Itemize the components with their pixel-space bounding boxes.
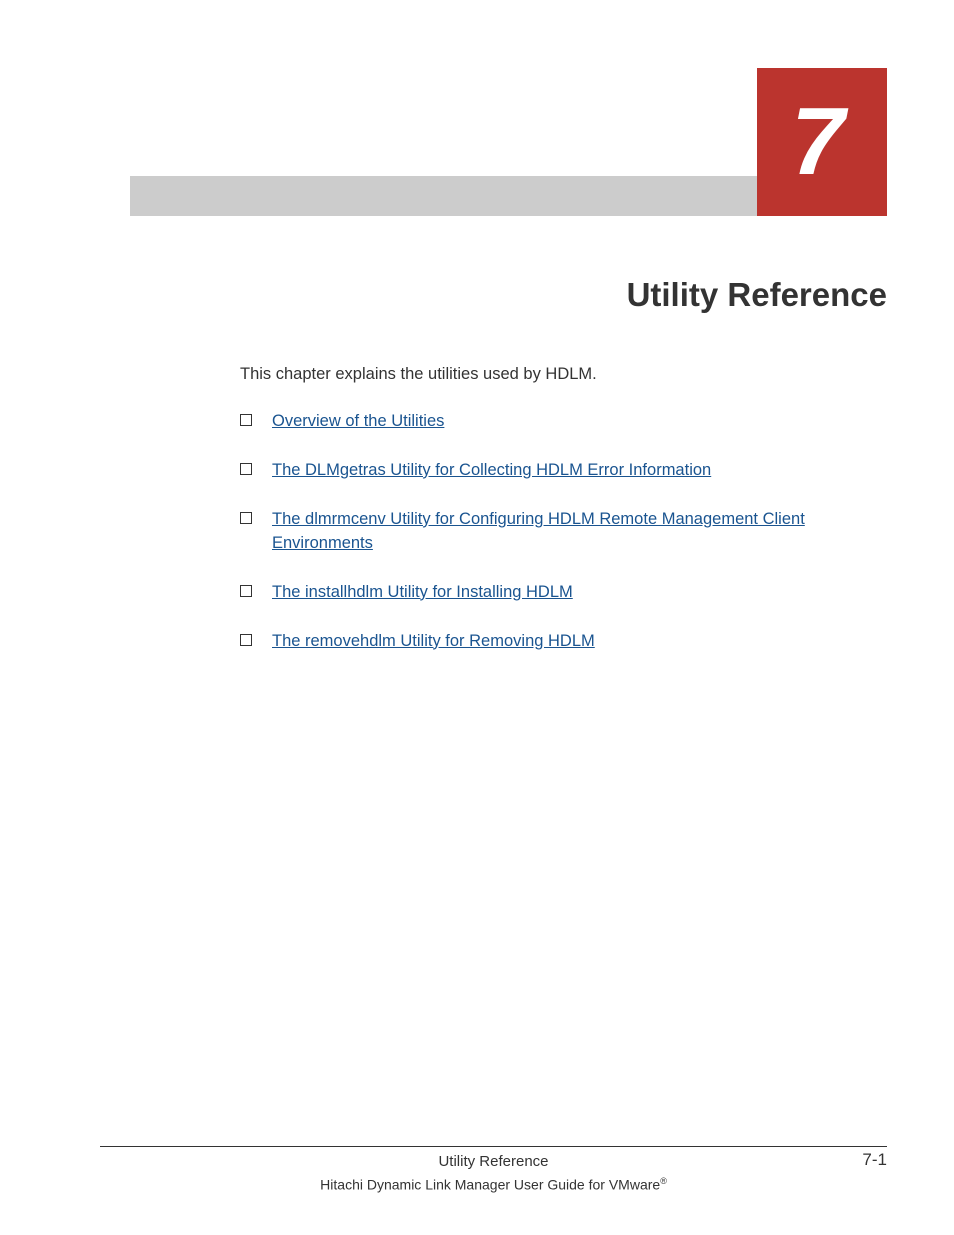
registered-trademark-icon: ® bbox=[660, 1176, 667, 1186]
checkbox-bullet-icon bbox=[240, 634, 252, 646]
footer-book-title-text: Hitachi Dynamic Link Manager User Guide … bbox=[320, 1177, 660, 1193]
checkbox-bullet-icon bbox=[240, 414, 252, 426]
toc-item: The DLMgetras Utility for Collecting HDL… bbox=[240, 459, 869, 483]
toc-list: Overview of the Utilities The DLMgetras … bbox=[240, 410, 869, 679]
toc-item: The dlmrmcenv Utility for Configuring HD… bbox=[240, 508, 869, 556]
footer-page-number: 7-1 bbox=[862, 1150, 887, 1170]
header-band bbox=[130, 176, 757, 216]
chapter-title: Utility Reference bbox=[627, 276, 887, 314]
toc-link-installhdlm[interactable]: The installhdlm Utility for Installing H… bbox=[272, 581, 573, 605]
chapter-number-box: 7 bbox=[757, 68, 887, 216]
toc-link-overview[interactable]: Overview of the Utilities bbox=[272, 410, 444, 434]
toc-link-removehdlm[interactable]: The removehdlm Utility for Removing HDLM bbox=[272, 630, 595, 654]
footer-rule bbox=[100, 1146, 887, 1147]
toc-item: Overview of the Utilities bbox=[240, 410, 869, 434]
toc-item: The removehdlm Utility for Removing HDLM bbox=[240, 630, 869, 654]
page-footer: Utility Reference 7-1 Hitachi Dynamic Li… bbox=[100, 1146, 887, 1193]
chapter-number: 7 bbox=[791, 94, 844, 190]
toc-item: The installhdlm Utility for Installing H… bbox=[240, 581, 869, 605]
footer-section-title: Utility Reference bbox=[438, 1153, 548, 1170]
intro-text: This chapter explains the utilities used… bbox=[240, 365, 597, 384]
checkbox-bullet-icon bbox=[240, 463, 252, 475]
footer-row-1: Utility Reference 7-1 bbox=[100, 1153, 887, 1170]
chapter-header: 7 bbox=[130, 68, 887, 216]
footer-book-title: Hitachi Dynamic Link Manager User Guide … bbox=[100, 1176, 887, 1193]
toc-link-dlmrmcenv[interactable]: The dlmrmcenv Utility for Configuring HD… bbox=[272, 508, 869, 556]
toc-link-dlmgetras[interactable]: The DLMgetras Utility for Collecting HDL… bbox=[272, 459, 711, 483]
checkbox-bullet-icon bbox=[240, 585, 252, 597]
checkbox-bullet-icon bbox=[240, 512, 252, 524]
